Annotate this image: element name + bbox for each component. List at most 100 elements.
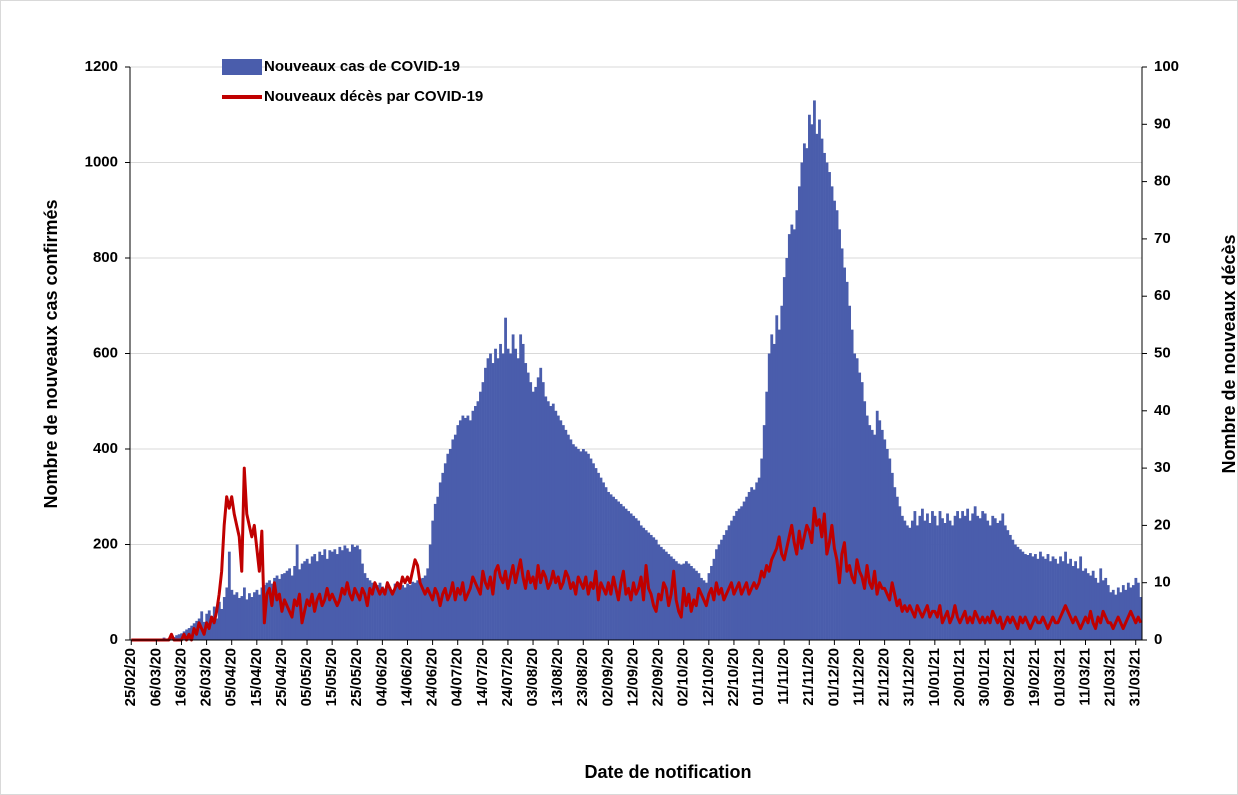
- x-tick-label: 04/07/20: [449, 648, 466, 706]
- bar: [923, 520, 927, 640]
- x-tick-label: 14/07/20: [474, 648, 491, 706]
- bar: [1023, 554, 1027, 640]
- bar: [584, 451, 588, 640]
- bar: [335, 554, 339, 640]
- bar: [514, 348, 518, 640]
- bar: [576, 449, 580, 640]
- bar: [582, 449, 585, 640]
- bar: [1011, 539, 1015, 640]
- bar: [808, 114, 811, 640]
- bar: [383, 588, 387, 640]
- bar: [810, 124, 814, 641]
- bar: [441, 472, 445, 640]
- bar: [860, 382, 864, 640]
- bar: [802, 143, 806, 640]
- bar: [391, 589, 394, 640]
- bar: [1021, 551, 1025, 640]
- bar: [838, 229, 841, 640]
- bar: [561, 425, 565, 640]
- bar: [915, 525, 919, 640]
- x-tick-label: 25/04/20: [273, 648, 290, 706]
- bar: [702, 580, 706, 640]
- bar: [408, 585, 412, 640]
- bar: [637, 520, 641, 640]
- bar: [747, 491, 751, 640]
- bar: [727, 525, 731, 640]
- bar: [499, 343, 502, 640]
- bar: [946, 513, 949, 640]
- bar: [845, 281, 849, 640]
- bar: [833, 200, 836, 640]
- x-tick-label: 22/10/20: [725, 648, 742, 706]
- bar: [461, 415, 465, 640]
- bar: [1114, 594, 1118, 640]
- bar: [333, 549, 337, 640]
- bar: [571, 444, 575, 640]
- bar: [612, 496, 615, 640]
- bar: [624, 508, 628, 640]
- bar: [730, 520, 733, 640]
- bar: [878, 420, 882, 640]
- bar: [491, 363, 495, 640]
- bar: [996, 523, 1000, 640]
- bar: [443, 463, 447, 640]
- bar: [792, 229, 796, 640]
- bar: [943, 523, 947, 640]
- bar: [963, 515, 967, 640]
- bar: [1086, 573, 1090, 640]
- bar: [993, 518, 997, 640]
- x-tick-label: 15/05/20: [323, 648, 340, 706]
- bar: [1131, 585, 1135, 640]
- x-tick-label: 15/04/20: [248, 648, 265, 706]
- bar: [597, 472, 600, 640]
- bar: [416, 580, 420, 640]
- bar: [554, 410, 558, 640]
- y2-tick-label: 40: [1154, 402, 1171, 419]
- bar: [662, 549, 666, 640]
- bar: [559, 420, 563, 640]
- bar: [436, 496, 440, 640]
- bar: [848, 305, 852, 640]
- x-tick-label: 31/03/21: [1127, 648, 1144, 706]
- bar: [828, 172, 831, 641]
- bar: [232, 594, 236, 640]
- bar: [1051, 556, 1055, 640]
- bar: [373, 583, 377, 640]
- bar: [900, 515, 904, 640]
- bar: [519, 334, 523, 640]
- bar: [243, 587, 246, 640]
- bar: [270, 583, 274, 640]
- bar: [895, 496, 899, 640]
- y2-tick-label: 60: [1154, 287, 1171, 304]
- bar: [253, 592, 256, 640]
- bar: [248, 593, 251, 640]
- bar: [627, 511, 631, 640]
- bar: [325, 558, 329, 640]
- bar: [742, 501, 746, 640]
- bar: [762, 425, 766, 640]
- bar: [888, 458, 892, 640]
- bar: [175, 635, 179, 640]
- bar: [275, 575, 279, 640]
- bar: [775, 315, 779, 640]
- bar: [1046, 554, 1050, 640]
- bar: [908, 527, 912, 640]
- bar: [737, 508, 741, 640]
- bar: [614, 499, 618, 640]
- bar: [225, 587, 229, 640]
- bar: [958, 518, 962, 640]
- bar: [820, 138, 824, 640]
- bar: [632, 515, 636, 640]
- bar: [787, 234, 791, 640]
- legend-swatch: [222, 59, 262, 75]
- x-tick-label: 11/03/21: [1076, 648, 1093, 706]
- bar: [1084, 568, 1088, 640]
- bar: [406, 583, 410, 640]
- bar: [800, 162, 804, 640]
- y2-tick-label: 80: [1154, 173, 1171, 190]
- bar: [710, 565, 713, 640]
- bar: [825, 162, 829, 640]
- bar: [265, 582, 269, 640]
- y2-tick-label: 10: [1154, 574, 1171, 591]
